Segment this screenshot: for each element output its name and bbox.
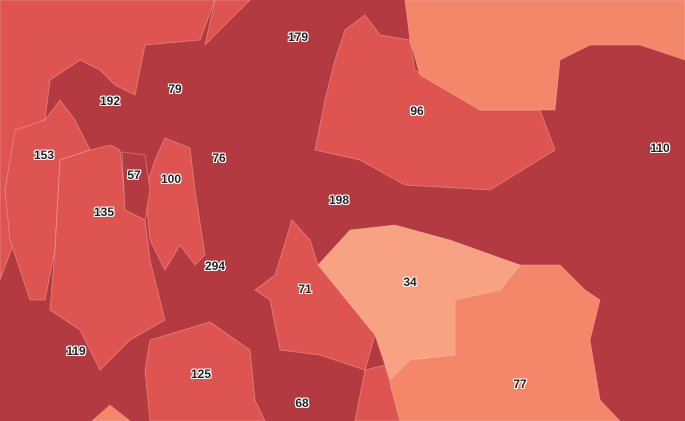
region-label-77: 77 xyxy=(513,377,527,391)
region-top-strip[interactable] xyxy=(204,0,251,47)
region-77[interactable] xyxy=(389,264,621,421)
region-96[interactable] xyxy=(314,14,556,191)
region-label-76: 76 xyxy=(212,151,226,165)
region-label-71: 71 xyxy=(298,282,312,296)
region-label-34: 34 xyxy=(403,275,417,289)
region-label-96: 96 xyxy=(410,104,424,118)
region-label-79: 79 xyxy=(168,82,182,96)
region-125[interactable] xyxy=(144,321,266,421)
region-top-right[interactable] xyxy=(404,0,685,111)
region-label-179: 179 xyxy=(287,30,309,44)
region-label-294: 294 xyxy=(204,259,226,273)
region-100[interactable] xyxy=(144,137,206,271)
region-label-119: 119 xyxy=(66,344,86,358)
region-label-125: 125 xyxy=(190,367,212,381)
region-label-110: 110 xyxy=(650,141,670,155)
region-label-68: 68 xyxy=(295,396,309,410)
region-bottom-mid[interactable] xyxy=(354,364,401,421)
region-label-57: 57 xyxy=(127,168,141,182)
region-label-100: 100 xyxy=(160,172,182,186)
region-71[interactable] xyxy=(254,219,376,371)
region-label-135: 135 xyxy=(93,205,115,219)
region-label-192: 192 xyxy=(99,94,121,108)
region-label-198: 198 xyxy=(328,193,350,207)
region-135[interactable] xyxy=(49,144,166,371)
region-bottom-left[interactable] xyxy=(91,404,131,421)
region-label-153: 153 xyxy=(33,148,55,162)
region-57[interactable] xyxy=(121,151,151,221)
